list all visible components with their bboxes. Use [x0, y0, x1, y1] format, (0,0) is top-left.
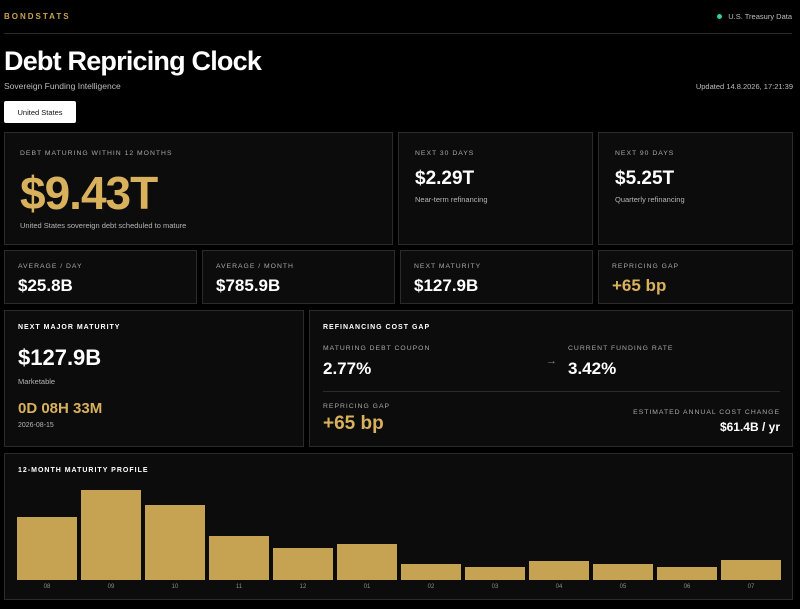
profile-label: 12-MONTH MATURITY PROFILE	[18, 467, 149, 474]
chart-bar	[593, 564, 653, 580]
next-30-days-card: NEXT 30 DAYS $2.29T Near-term refinancin…	[398, 132, 593, 245]
stat-card-average-day: AVERAGE / DAY $25.8B	[4, 250, 197, 304]
next-major-maturity-card: NEXT MAJOR MATURITY $127.9B Marketable 0…	[4, 310, 304, 447]
chart-tick-label: 08	[43, 584, 51, 590]
major-date: 2026-08-15	[18, 422, 54, 429]
cost-value: $61.4B / yr	[719, 420, 780, 434]
major-value: $127.9B	[18, 345, 102, 370]
refinancing-cost-gap-card: REFINANCING COST GAP MATURING DEBT COUPO…	[309, 310, 793, 447]
hero-subtext: United States sovereign debt scheduled t…	[20, 221, 187, 230]
stat-value: +65 bp	[612, 276, 667, 295]
major-type: Marketable	[18, 377, 56, 386]
coupon-label: MATURING DEBT COUPON	[323, 345, 431, 352]
chart-tick-label: 12	[299, 584, 307, 590]
top-bar: BONDSTATS U.S. Treasury Data	[4, 0, 792, 34]
stat-value: $25.8B	[18, 276, 73, 295]
hero-label: DEBT MATURING WITHIN 12 MONTHS	[20, 150, 173, 157]
next-90-days-card: NEXT 90 DAYS $5.25T Quarterly refinancin…	[598, 132, 793, 245]
hero-card: DEBT MATURING WITHIN 12 MONTHS $9.43T Un…	[4, 132, 393, 245]
chart-bar	[337, 544, 397, 580]
chart-tick-label: 05	[619, 584, 627, 590]
chart-tick-label: 03	[491, 584, 499, 590]
stat-label: REPRICING GAP	[612, 263, 680, 270]
stat-label: AVERAGE / MONTH	[216, 263, 294, 270]
country-selector-button[interactable]: United States	[4, 101, 76, 123]
rate-label: CURRENT FUNDING RATE	[568, 345, 674, 352]
cost-label: ESTIMATED ANNUAL COST CHANGE	[633, 409, 780, 416]
stat-label: NEXT MATURITY	[414, 263, 482, 270]
chart-bar	[81, 490, 141, 580]
page-subtitle: Sovereign Funding Intelligence	[4, 81, 121, 91]
chart-tick-label: 06	[683, 584, 691, 590]
major-label: NEXT MAJOR MATURITY	[18, 324, 121, 331]
hero-value: $9.43T	[20, 167, 158, 219]
gap-label: REFINANCING COST GAP	[323, 324, 431, 331]
next-90-label: NEXT 90 DAYS	[615, 150, 675, 157]
next-90-subtext: Quarterly refinancing	[615, 195, 685, 204]
arrow-right-icon: →	[546, 355, 557, 367]
maturity-profile-chart: 08 09 10 11 12 01 02 03 04 05 06 07	[17, 478, 785, 598]
stat-card-next-maturity: NEXT MATURITY $127.9B	[400, 250, 593, 304]
chart-bar	[17, 517, 77, 580]
stat-card-average-month: AVERAGE / MONTH $785.9B	[202, 250, 395, 304]
chart-tick-label: 02	[427, 584, 435, 590]
coupon-value: 2.77%	[323, 359, 372, 378]
chart-tick-label: 09	[107, 584, 115, 590]
chart-tick-label: 07	[747, 584, 755, 590]
chart-tick-label: 04	[555, 584, 563, 590]
chart-tick-label: 11	[235, 584, 243, 590]
next-30-subtext: Near-term refinancing	[415, 195, 488, 204]
repricing-value: +65 bp	[323, 413, 384, 434]
updated-timestamp: Updated 14.8.2026, 17:21:39	[695, 82, 793, 91]
stat-value: $785.9B	[216, 276, 281, 295]
maturity-profile-card: 12-MONTH MATURITY PROFILE 08 09 10 11 12 01 02…	[4, 453, 793, 600]
divider	[323, 391, 780, 392]
repricing-label: REPRICING GAP	[323, 403, 391, 410]
data-source: U.S. Treasury Data	[717, 12, 792, 21]
stat-card-repricing-gap: REPRICING GAP +65 bp	[598, 250, 793, 304]
chart-tick-label: 01	[363, 584, 371, 590]
chart-tick-label: 10	[171, 584, 179, 590]
brand-logo: BONDSTATS	[4, 12, 71, 21]
data-source-label: U.S. Treasury Data	[728, 12, 792, 21]
rate-value: 3.42%	[568, 359, 617, 378]
chart-bar	[209, 536, 269, 580]
major-countdown: 0D 08H 33M	[18, 400, 103, 417]
chart-bar	[145, 505, 205, 580]
next-30-value: $2.29T	[415, 168, 475, 189]
chart-bar	[401, 564, 461, 580]
chart-bar	[721, 560, 781, 580]
chart-bar	[657, 567, 717, 580]
chart-bar	[273, 548, 333, 580]
next-90-value: $5.25T	[615, 168, 675, 189]
page-title: Debt Repricing Clock	[4, 46, 262, 76]
next-30-label: NEXT 30 DAYS	[415, 150, 475, 157]
stat-value: $127.9B	[414, 276, 479, 295]
chart-bar	[465, 567, 525, 580]
stat-label: AVERAGE / DAY	[18, 263, 83, 270]
chart-bar	[529, 561, 589, 580]
status-dot-icon	[717, 14, 723, 19]
